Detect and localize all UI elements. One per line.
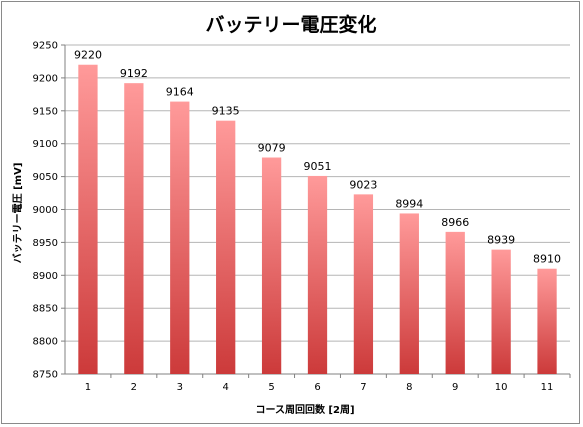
x-tick-label: 7 [360, 382, 366, 393]
data-label: 8939 [487, 234, 515, 247]
y-tick-label: 9050 [33, 172, 58, 183]
x-tick-label: 1 [85, 382, 91, 393]
data-label: 9023 [349, 178, 377, 191]
data-label: 8994 [395, 197, 423, 210]
y-tick-label: 8800 [33, 337, 58, 348]
x-tick-label: 11 [541, 382, 554, 393]
data-label: 9135 [212, 105, 240, 118]
chart-title: バッテリー電圧変化 [205, 13, 376, 36]
x-tick-label: 6 [314, 382, 320, 393]
y-tick-label: 8950 [33, 238, 58, 249]
data-label: 9220 [74, 49, 102, 62]
y-tick-label: 8750 [33, 370, 58, 381]
y-tick-labels: 8750 8800 8850 8900 8950 9000 9050 9100 9150 9200… [33, 41, 58, 381]
data-labels: 9220 9192 9164 9135 9079 9051 9023 8994 8966 8939… [74, 49, 561, 266]
bar-4 [216, 120, 236, 374]
x-tick-label: 2 [131, 382, 137, 393]
y-tick-label: 8850 [33, 304, 58, 315]
data-label: 8910 [533, 253, 561, 266]
bar-8 [399, 213, 419, 374]
data-label: 9164 [166, 86, 194, 99]
y-axis-title: バッテリー電圧 [mV] [12, 163, 24, 264]
x-tick-label: 3 [177, 382, 183, 393]
y-tick-label: 8900 [33, 271, 58, 282]
y-tick-label: 9000 [33, 205, 58, 216]
x-tick-label: 5 [268, 382, 274, 393]
data-label: 9051 [304, 160, 332, 173]
bar-2 [124, 83, 144, 374]
y-tick-label: 9200 [33, 73, 58, 84]
x-tick-labels: 1 2 3 4 5 6 7 8 9 10 11 [85, 382, 554, 393]
bar-10 [491, 249, 511, 374]
x-axis-title: コース周回回数 [2周] [255, 403, 354, 416]
data-label: 9192 [120, 67, 148, 80]
x-tick-label: 10 [495, 382, 508, 393]
gridlines [65, 44, 570, 342]
x-tick-label: 8 [406, 382, 412, 393]
bar-11 [537, 268, 557, 374]
data-label: 9079 [258, 142, 286, 155]
bar-1 [78, 64, 98, 375]
y-tick-label: 9100 [33, 139, 58, 150]
bar-5 [261, 157, 282, 374]
y-tick-label: 9250 [33, 41, 58, 52]
y-tick-label: 9150 [33, 106, 58, 117]
bars [78, 64, 557, 375]
bar-6 [307, 175, 328, 374]
bar-9 [445, 231, 465, 374]
bar-3 [170, 101, 190, 374]
x-tick-label: 4 [222, 382, 228, 393]
bar-7 [353, 194, 374, 374]
data-label: 8966 [441, 216, 469, 229]
x-tick-label: 9 [452, 382, 458, 393]
